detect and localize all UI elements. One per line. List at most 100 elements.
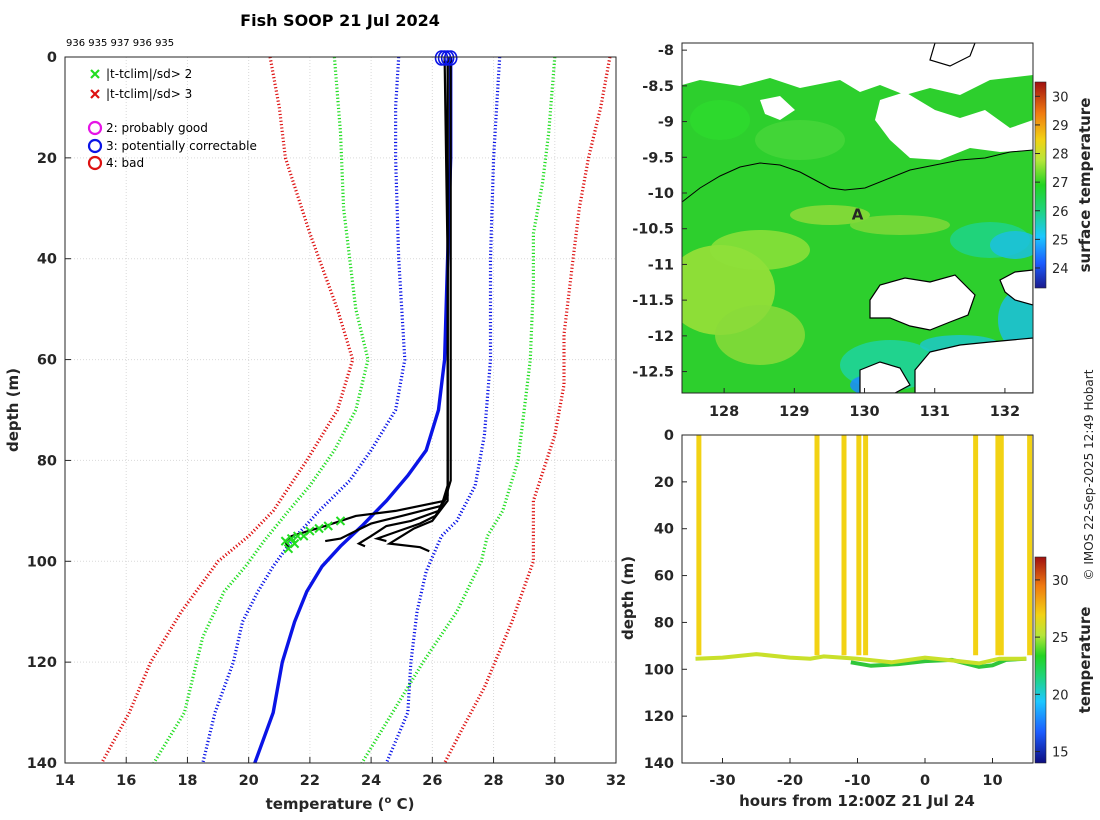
- flagged-point: [323, 521, 333, 531]
- flagged-point: [286, 533, 297, 544]
- sst-colorbar-label: surface temperature: [1076, 98, 1094, 273]
- flagged-point: [280, 536, 291, 546]
- legend-label: |t-tclim|/sd> 2: [106, 67, 192, 81]
- flagged-point: [335, 516, 346, 526]
- profile-x-tick-label: 22: [300, 773, 320, 789]
- section-y-tick-label: 40: [654, 522, 674, 538]
- legend-circle-marker: [87, 138, 103, 154]
- map-temp-patch: [990, 231, 1033, 259]
- legend-circle-marker: [87, 120, 103, 136]
- profile-y-tick-label: 40: [37, 252, 57, 268]
- profile-y-tick-label: 20: [37, 151, 57, 167]
- profile-x-tick-label: 16: [116, 773, 136, 789]
- sst-colorbar-tick-label: 24: [1052, 262, 1069, 277]
- sst-colorbar: [1034, 81, 1047, 289]
- series-clim-minus-2sd: [152, 56, 370, 764]
- legend-label: 4: bad: [106, 156, 144, 170]
- series-clim-plus-2sd: [360, 56, 557, 764]
- map-x-tick-label: 130: [849, 404, 879, 420]
- profile-x-tick-label: 24: [361, 773, 381, 789]
- profile-y-tick-label: 0: [47, 50, 57, 66]
- map-temp-patch: [710, 230, 810, 270]
- sst-colorbar-ticks: 24 25 26 27 28 29 30: [1035, 90, 1069, 277]
- sst-colorbar-tick-label: 26: [1052, 205, 1069, 220]
- map-marker-a: A: [852, 205, 864, 223]
- map-y-tick-label: -8.5: [642, 79, 674, 95]
- surface-flag-circle: [437, 50, 452, 66]
- section-y-tick-label: 120: [644, 709, 674, 725]
- section-data: [695, 435, 1033, 669]
- map-y-tick-label: -11.5: [632, 293, 674, 309]
- series-profile-5: [386, 57, 449, 553]
- section-x-tick-label: -10: [844, 773, 870, 789]
- sst-colorbar-tick-label: 25: [1052, 233, 1069, 248]
- profile-series: [100, 56, 612, 764]
- profile-x-tick-label: 20: [239, 773, 259, 789]
- map-island-melville: [869, 274, 976, 331]
- flagged-point: [283, 543, 294, 554]
- temp-colorbar-tick-label: 20: [1052, 688, 1069, 703]
- map-temp-patch: [850, 215, 950, 235]
- map-x-tick-label: 132: [990, 404, 1020, 420]
- map-x-tick-label: 131: [920, 404, 950, 420]
- profile-y-tick-label: 80: [37, 453, 57, 469]
- profile-x-tick-label: 30: [545, 773, 565, 789]
- map-temp-patch: [790, 205, 870, 225]
- temp-colorbar-tick-label: 30: [1052, 574, 1069, 589]
- section-y-tick-label: 140: [644, 756, 674, 772]
- legend-label: |t-tclim|/sd> 3: [106, 87, 192, 101]
- map-temp-patch: [690, 100, 750, 140]
- profile-y-tick-label: 120: [27, 655, 57, 671]
- map-y-tick-label: -8: [658, 43, 674, 59]
- section-y-tick-label: 20: [654, 475, 674, 491]
- profile-chart: Fish SOOP 21 Jul 2024 936 935 937 936 93…: [4, 11, 626, 813]
- map-x-tick-label: 129: [779, 404, 809, 420]
- profile-x-label: temperature (o C): [266, 795, 415, 813]
- profile-grid: [65, 57, 616, 763]
- map-y-tick-label: -12: [648, 329, 674, 345]
- map-temp-patch: [715, 305, 805, 365]
- section-y-tick-label: 0: [664, 428, 674, 444]
- section-x-tick-label: -20: [777, 773, 803, 789]
- legend-label: 2: probably good: [106, 121, 208, 135]
- section-bottom-track: [695, 652, 1027, 666]
- map-mainland: [914, 337, 1033, 393]
- profile-legend: |t-tclim|/sd> 2 |t-tclim|/sd> 3 2: probabl…: [87, 67, 257, 171]
- map-y-tick-label: -11: [648, 257, 674, 273]
- map-y-tick-label: -9: [658, 115, 674, 131]
- map-temp-patch: [755, 120, 845, 160]
- map-island-east: [999, 269, 1033, 306]
- copyright-text: © IMOS 22-Sep-2025 12:49 Hobart: [1082, 369, 1096, 580]
- temp-colorbar-tick-label: 15: [1052, 746, 1069, 761]
- map-ticks: 128 129 130 131 132 -8 -8.5 -9 -9.5 -10 -10.5 -11 -1…: [632, 43, 1020, 420]
- section-x-tick-label: -30: [709, 773, 735, 789]
- profile-ticks: 14 16 18 20 22 24 26 28 30 32 0 20 40 60 80 100 120 140: [27, 50, 626, 789]
- chart-title: Fish SOOP 21 Jul 2024: [240, 11, 440, 30]
- profile-x-tick-label: 32: [606, 773, 626, 789]
- map-eez-line: [682, 149, 1033, 203]
- series-clim-plus-3sd: [443, 56, 612, 764]
- map-coast-north: [929, 43, 976, 67]
- map-y-tick-label: -10: [648, 186, 674, 202]
- section-x-tick-label: 10: [982, 773, 1002, 789]
- sst-colorbar-tick-label: 29: [1052, 119, 1069, 134]
- sst-map: 128 129 130 131 132 -8 -8.5 -9 -9.5 -10 -10.5 -11 -1…: [632, 42, 1094, 420]
- map-cloud-left: [760, 96, 795, 120]
- profile-x-tick-label: 14: [55, 773, 75, 789]
- map-y-tick-label: -12.5: [632, 365, 674, 381]
- profile-y-tick-label: 140: [27, 756, 57, 772]
- section-x-tick-label: 0: [920, 773, 930, 789]
- sst-colorbar-tick-label: 30: [1052, 90, 1069, 105]
- drop-ids: 936 935 937 936 935: [66, 38, 174, 49]
- section-x-label: hours from 12:00Z 21 Jul 24: [739, 792, 975, 810]
- series-clim-minus-1sd: [201, 56, 407, 764]
- temp-colorbar-label: temperature: [1076, 607, 1094, 714]
- surface-flag-circle: [443, 50, 458, 66]
- surface-flag-circle: [440, 50, 455, 66]
- legend-label: 3: potentially correctable: [106, 139, 257, 153]
- legend-circle-marker: [87, 155, 103, 171]
- legend-x-marker: [90, 69, 100, 79]
- map-temp-patch: [998, 290, 1033, 350]
